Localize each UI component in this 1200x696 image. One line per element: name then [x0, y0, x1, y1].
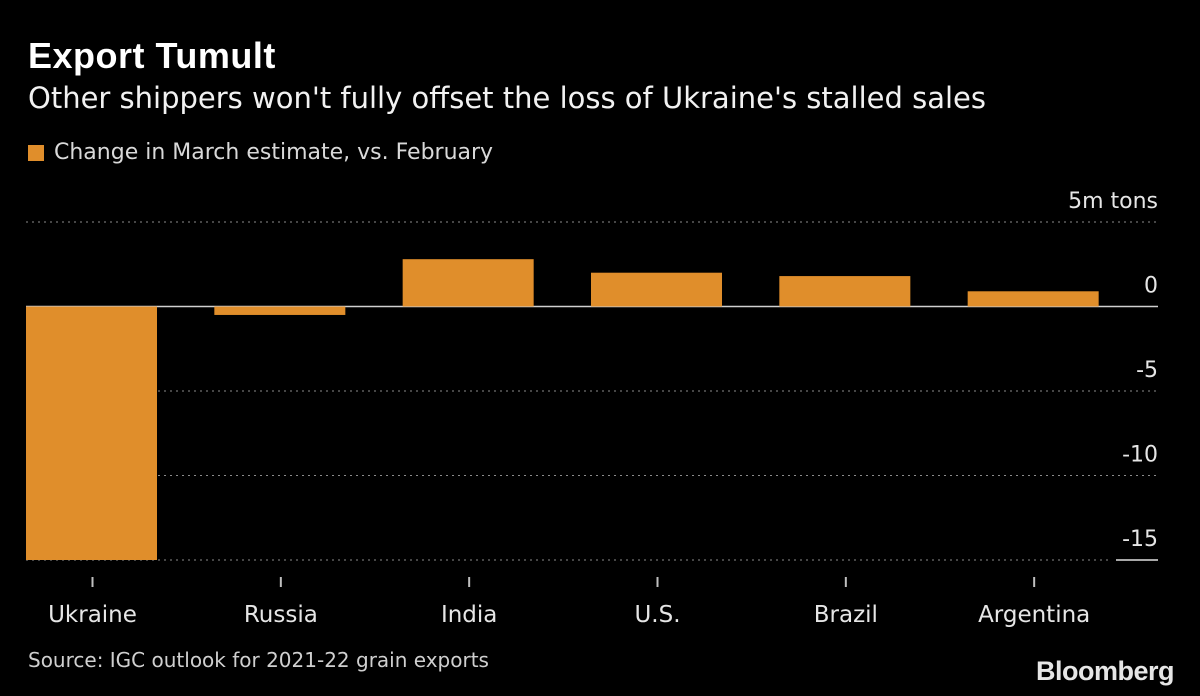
x-tick-label: Ukraine	[48, 602, 137, 628]
bloomberg-logo: Bloomberg	[1035, 656, 1175, 686]
bar	[779, 276, 911, 307]
legend-swatch	[28, 144, 44, 161]
x-tick-label: U.S.	[634, 602, 680, 628]
legend: Change in March estimate, vs. February	[28, 140, 493, 165]
chart-title: Export Tumult	[28, 35, 276, 76]
y-tick-label: -5	[1136, 358, 1158, 383]
bar	[402, 259, 534, 307]
source-note: Source: IGC outlook for 2021-22 grain ex…	[28, 648, 489, 672]
y-tick-label: -10	[1122, 443, 1158, 468]
y-tick-label: 5m tons	[1068, 189, 1158, 214]
x-tick-label: Brazil	[814, 602, 878, 628]
bar	[214, 306, 346, 315]
x-tick-label: Argentina	[978, 602, 1090, 628]
bar	[967, 291, 1099, 307]
y-tick-label: 0	[1144, 274, 1158, 299]
x-tick-label: India	[441, 602, 497, 628]
x-tick-label: Russia	[244, 602, 318, 628]
bar	[591, 272, 722, 307]
chart-subtitle: Other shippers won't fully offset the lo…	[28, 81, 986, 115]
bar	[26, 306, 157, 560]
legend-label: Change in March estimate, vs. February	[54, 140, 494, 165]
y-tick-label: -15	[1122, 527, 1158, 552]
